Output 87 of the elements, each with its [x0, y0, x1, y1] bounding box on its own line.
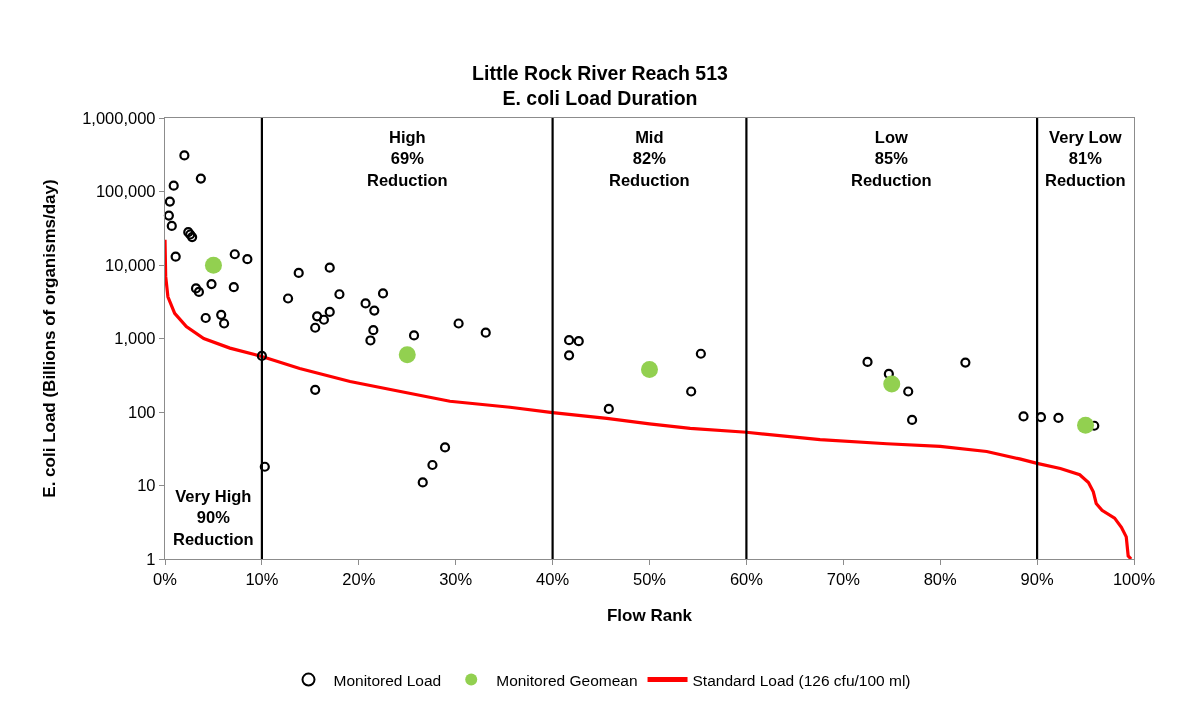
point — [256, 350, 267, 361]
point — [242, 254, 253, 265]
point — [206, 278, 217, 290]
point — [282, 293, 294, 304]
point — [310, 384, 321, 395]
point — [903, 386, 914, 397]
point — [641, 360, 658, 378]
point — [603, 403, 614, 415]
chart-title: Little Rock River Reach 513 E. coli Load Duration — [472, 62, 729, 110]
point — [216, 309, 227, 320]
point — [862, 356, 873, 368]
legend-label: Monitored Geomean — [496, 671, 638, 689]
annotation: Mid 82% Reduction — [609, 128, 690, 189]
x-tick-label: 100% — [1112, 569, 1156, 588]
x-tick-label: 90% — [1020, 569, 1054, 588]
point — [907, 414, 918, 426]
point — [228, 282, 239, 293]
point — [293, 267, 304, 279]
point — [204, 256, 222, 274]
point — [166, 220, 177, 232]
point — [229, 249, 240, 260]
y-tick-label: 1 — [146, 549, 156, 568]
point — [163, 210, 174, 221]
point — [573, 336, 584, 347]
point — [324, 262, 335, 273]
point — [200, 312, 211, 324]
y-tick-label: 100,000 — [95, 182, 156, 201]
y-axis-title: E. coli Load (Billions of organisms/day) — [39, 179, 59, 498]
x-axis-title: Flow Rank — [606, 606, 693, 626]
point — [427, 459, 438, 471]
point — [369, 305, 380, 316]
point — [563, 335, 575, 346]
point — [318, 314, 330, 325]
annotation: High 69% Reduction — [367, 128, 448, 189]
x-tick-label: 40% — [536, 569, 570, 588]
point — [368, 325, 379, 336]
x-tick-label: 70% — [826, 569, 861, 588]
point — [563, 350, 575, 361]
point — [168, 180, 179, 191]
y-tick-label: 10,000 — [105, 255, 156, 274]
y-tick-label: 10 — [137, 476, 156, 495]
x-tick-label: 80% — [923, 569, 958, 588]
point — [480, 327, 491, 338]
point — [195, 173, 206, 184]
x-tick-label: 30% — [439, 569, 473, 588]
point — [179, 150, 190, 161]
point — [686, 386, 697, 397]
point — [408, 330, 420, 341]
point — [190, 283, 202, 294]
point — [1018, 411, 1029, 422]
point — [883, 375, 901, 393]
legend-label: Standard Load (126 cfu/100 ml) — [692, 671, 911, 689]
legend-label: Monitored Load — [333, 671, 442, 689]
annotation: Low 85% Reduction — [851, 128, 932, 189]
point — [883, 368, 894, 379]
x-tick-label: 20% — [342, 569, 376, 588]
x-tick-label: 0% — [153, 569, 178, 588]
point — [259, 461, 270, 472]
point — [219, 318, 230, 329]
point — [310, 322, 321, 333]
point — [1053, 412, 1064, 424]
point — [453, 318, 464, 329]
x-tick-label: 50% — [632, 569, 667, 588]
x-tick-label: 10% — [245, 569, 279, 588]
point — [324, 306, 335, 318]
point — [377, 288, 389, 299]
y-tick-label: 100 — [128, 402, 156, 421]
annotation: Very Low 81% Reduction — [1045, 128, 1126, 189]
point — [439, 442, 451, 453]
y-tick-label: 1,000 — [114, 329, 156, 348]
point — [164, 196, 175, 207]
point — [960, 357, 971, 368]
y-tick-label: 1,000,000 — [82, 108, 156, 127]
point — [360, 298, 371, 309]
point — [334, 289, 345, 300]
point — [695, 348, 706, 359]
point — [170, 251, 181, 262]
annotation: Very High 90% Reduction — [173, 487, 254, 548]
line-series — [165, 238, 1133, 559]
point — [193, 286, 205, 298]
point — [312, 311, 323, 322]
x-tick-label: 60% — [729, 569, 764, 588]
point — [365, 335, 376, 346]
point — [1035, 412, 1047, 423]
point — [1077, 416, 1095, 434]
point — [417, 477, 428, 488]
point — [398, 346, 416, 364]
